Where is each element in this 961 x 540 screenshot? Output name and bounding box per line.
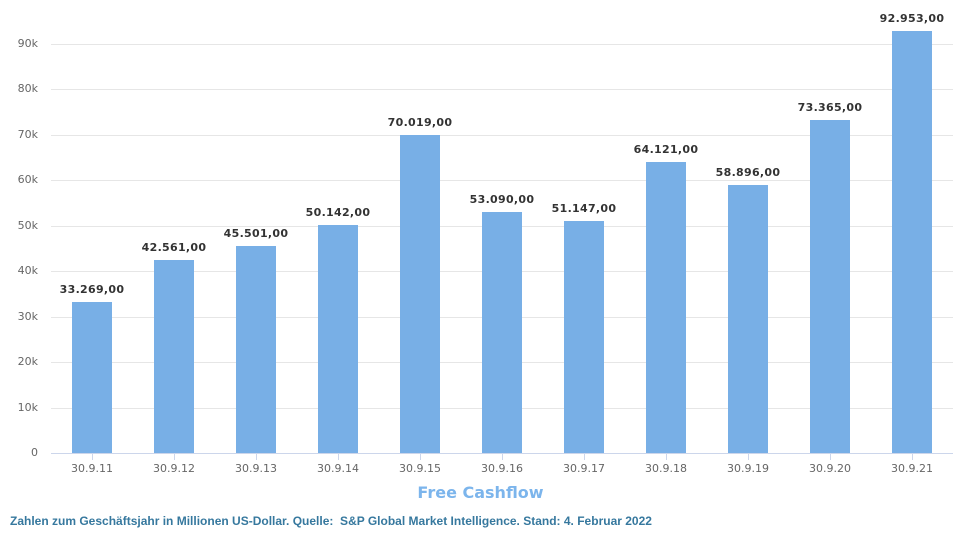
y-axis-tick-label: 70k xyxy=(17,128,38,141)
gridline xyxy=(51,44,953,45)
x-axis-tick-label-30-9-20: 30.9.20 xyxy=(809,462,851,475)
x-axis-line xyxy=(51,453,953,454)
y-axis-tick-label: 40k xyxy=(17,264,38,277)
gridline xyxy=(51,89,953,90)
bar-30-9-19[interactable] xyxy=(728,185,768,453)
legend: Free Cashflow xyxy=(0,483,961,502)
value-label-30-9-18: 64.121,00 xyxy=(633,143,699,156)
bar-30-9-11[interactable] xyxy=(72,302,112,453)
x-axis-tick xyxy=(748,453,749,460)
value-label-30-9-13: 45.501,00 xyxy=(223,227,289,240)
x-axis-tick xyxy=(420,453,421,460)
value-label-30-9-20: 73.365,00 xyxy=(797,101,863,114)
legend-item-free-cashflow[interactable]: Free Cashflow xyxy=(417,483,544,502)
x-axis-tick-label-30-9-15: 30.9.15 xyxy=(399,462,441,475)
value-label-30-9-11: 33.269,00 xyxy=(59,283,125,296)
x-axis-tick xyxy=(666,453,667,460)
x-axis-tick-label-30-9-18: 30.9.18 xyxy=(645,462,687,475)
x-axis-tick xyxy=(92,453,93,460)
x-axis-tick-label-30-9-13: 30.9.13 xyxy=(235,462,277,475)
x-axis-tick xyxy=(830,453,831,460)
value-label-30-9-14: 50.142,00 xyxy=(305,206,371,219)
y-axis-tick-label: 50k xyxy=(17,219,38,232)
bar-30-9-21[interactable] xyxy=(892,31,932,453)
y-axis-tick-label: 30k xyxy=(17,310,38,323)
bar-30-9-18[interactable] xyxy=(646,162,686,453)
bar-30-9-20[interactable] xyxy=(810,120,850,453)
x-axis-tick xyxy=(912,453,913,460)
bar-30-9-15[interactable] xyxy=(400,135,440,453)
value-label-30-9-16: 53.090,00 xyxy=(469,193,535,206)
bar-30-9-16[interactable] xyxy=(482,212,522,453)
y-axis-tick-label: 20k xyxy=(17,355,38,368)
x-axis-tick-label-30-9-19: 30.9.19 xyxy=(727,462,769,475)
bar-30-9-17[interactable] xyxy=(564,221,604,453)
bar-30-9-13[interactable] xyxy=(236,246,276,453)
x-axis-tick xyxy=(502,453,503,460)
x-axis-tick-label-30-9-16: 30.9.16 xyxy=(481,462,523,475)
y-axis-tick-label: 0 xyxy=(31,446,38,459)
x-axis-tick-label-30-9-12: 30.9.12 xyxy=(153,462,195,475)
x-axis-tick-label-30-9-11: 30.9.11 xyxy=(71,462,113,475)
value-label-30-9-15: 70.019,00 xyxy=(387,116,453,129)
x-axis-tick xyxy=(584,453,585,460)
y-axis-tick-label: 80k xyxy=(17,82,38,95)
source-note: Zahlen zum Geschäftsjahr in Millionen US… xyxy=(10,514,652,528)
value-label-30-9-21: 92.953,00 xyxy=(879,12,945,25)
bar-30-9-12[interactable] xyxy=(154,260,194,453)
bar-30-9-14[interactable] xyxy=(318,225,358,453)
value-label-30-9-17: 51.147,00 xyxy=(551,202,617,215)
value-label-30-9-19: 58.896,00 xyxy=(715,166,781,179)
x-axis-tick xyxy=(174,453,175,460)
value-label-30-9-12: 42.561,00 xyxy=(141,241,207,254)
y-axis-tick-label: 90k xyxy=(17,37,38,50)
x-axis-tick-label-30-9-17: 30.9.17 xyxy=(563,462,605,475)
x-axis-tick xyxy=(256,453,257,460)
y-axis-tick-label: 10k xyxy=(17,401,38,414)
x-axis-tick xyxy=(338,453,339,460)
y-axis-tick-label: 60k xyxy=(17,173,38,186)
x-axis-tick-label-30-9-14: 30.9.14 xyxy=(317,462,359,475)
x-axis-tick-label-30-9-21: 30.9.21 xyxy=(891,462,933,475)
